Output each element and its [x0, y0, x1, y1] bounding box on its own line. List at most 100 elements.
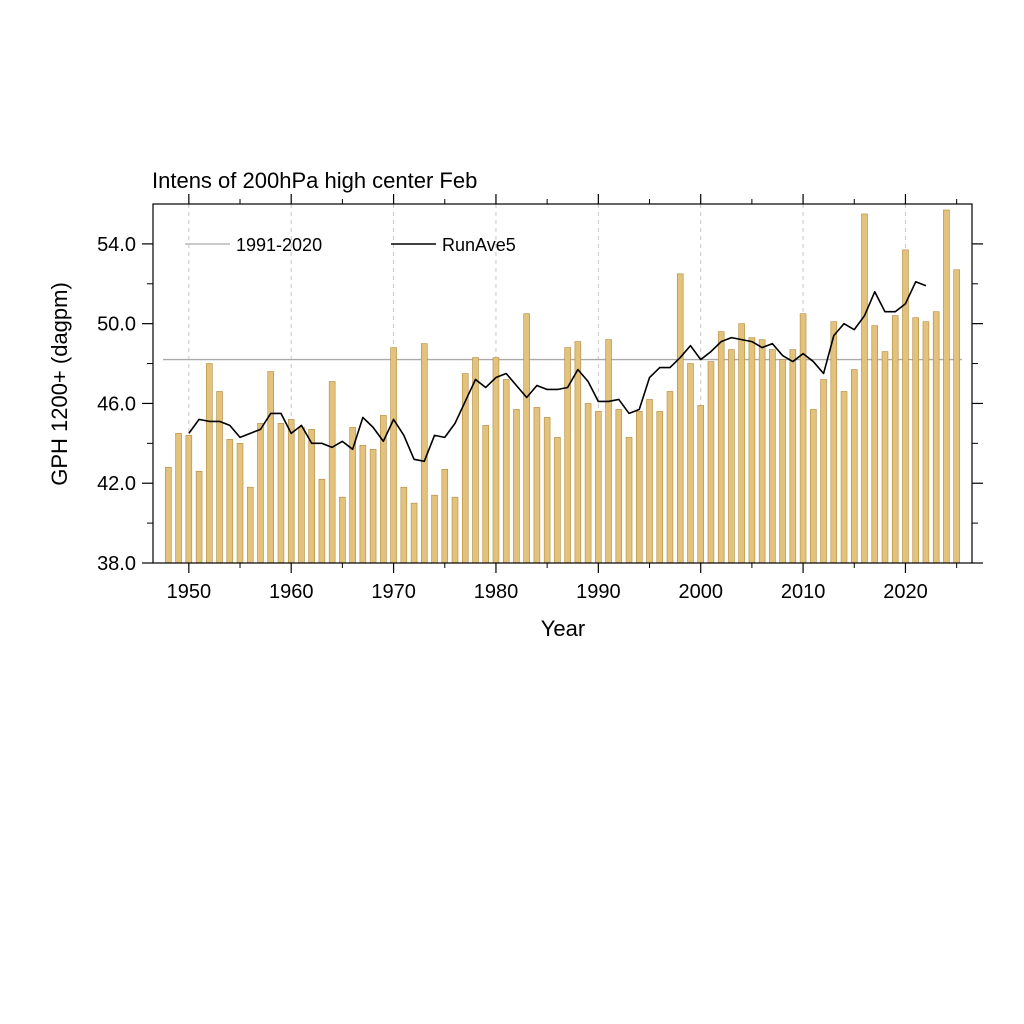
- legend-runave-label: RunAve5: [442, 235, 516, 255]
- bar-2012: [820, 379, 827, 564]
- chart-title: Intens of 200hPa high center Feb: [152, 168, 477, 193]
- x-tick-label-1980: 1980: [474, 581, 519, 603]
- bar-1990: [595, 411, 602, 564]
- bar-2015: [850, 369, 858, 564]
- bar-2003: [728, 349, 735, 564]
- bar-1993: [625, 437, 633, 564]
- bar-2016: [861, 213, 868, 564]
- bar-1971: [400, 486, 408, 564]
- bar-1974: [431, 494, 438, 564]
- bars-layer: [165, 209, 960, 564]
- bar-2002: [717, 331, 725, 564]
- bar-1999: [687, 363, 694, 564]
- bar-2023: [932, 311, 940, 564]
- bar-1950: [185, 435, 193, 564]
- y-tick-label-2: 46.0: [97, 393, 136, 415]
- bar-1964: [328, 381, 336, 564]
- bar-2018: [881, 351, 889, 564]
- bar-1989: [584, 403, 592, 564]
- y-tick-label-4: 54.0: [97, 234, 136, 256]
- bar-1980: [492, 357, 500, 564]
- bar-2011: [810, 409, 817, 564]
- bar-1959: [277, 423, 285, 564]
- bar-1982: [513, 409, 520, 564]
- bar-1952: [206, 363, 213, 564]
- bar-1965: [339, 496, 346, 564]
- y-tick-label-0: 38.0: [97, 553, 136, 575]
- bar-1955: [236, 443, 244, 564]
- bar-1948: [165, 466, 172, 564]
- bar-1991: [605, 339, 612, 564]
- bar-2000: [697, 405, 704, 564]
- bar-1983: [523, 313, 530, 564]
- bar-1994: [636, 411, 643, 564]
- legend-climatology-label: 1991-2020: [236, 235, 322, 255]
- bar-2022: [922, 321, 930, 564]
- bar-1975: [441, 468, 449, 564]
- bar-2021: [912, 317, 919, 564]
- x-axis-title: Year: [541, 616, 585, 641]
- bar-1979: [482, 425, 489, 564]
- y-tick-label-1: 42.0: [97, 473, 136, 495]
- bar-1968: [369, 449, 377, 564]
- bar-1956: [246, 486, 254, 564]
- plot-frame: [152, 203, 973, 564]
- bar-2010: [799, 313, 807, 564]
- bar-1961: [298, 427, 305, 564]
- x-tick-label-1950: 1950: [167, 581, 212, 603]
- bar-2025: [953, 269, 960, 564]
- bar-2006: [758, 339, 766, 564]
- bar-1984: [533, 407, 541, 564]
- x-tick-label-2010: 2010: [781, 581, 826, 603]
- bar-2005: [748, 337, 756, 564]
- bar-1986: [554, 437, 561, 564]
- bar-1970: [390, 347, 397, 564]
- bar-2019: [891, 315, 899, 564]
- bar-2020: [902, 249, 909, 564]
- bar-1963: [318, 478, 326, 564]
- legend: 1991-2020 RunAve5: [185, 235, 516, 255]
- bar-1981: [502, 379, 510, 564]
- bar-1958: [267, 371, 275, 564]
- bar-1988: [574, 341, 582, 564]
- bar-2017: [871, 325, 879, 564]
- y-tick-label-3: 50.0: [97, 314, 136, 336]
- bar-1985: [543, 417, 551, 564]
- running-mean-layer: [188, 280, 927, 463]
- bar-1978: [472, 357, 479, 564]
- bar-1949: [175, 433, 182, 564]
- bar-1973: [421, 343, 428, 564]
- bar-1960: [287, 419, 295, 564]
- bar-1992: [615, 409, 623, 564]
- x-tick-label-2020: 2020: [883, 581, 928, 603]
- x-tick-label-1970: 1970: [371, 581, 416, 603]
- bar-1976: [451, 496, 459, 564]
- bar-2014: [840, 391, 848, 564]
- bar-1967: [359, 445, 367, 564]
- bar-1951: [195, 470, 203, 564]
- bar-2009: [789, 349, 797, 564]
- bar-1962: [308, 429, 315, 564]
- y-axis-title: GPH 1200+ (dagpm): [47, 282, 72, 486]
- bar-1995: [646, 399, 653, 564]
- bar-2024: [943, 209, 950, 564]
- bar-1954: [226, 439, 234, 564]
- x-tick-label-1960: 1960: [269, 581, 314, 603]
- bar-2001: [707, 361, 715, 564]
- x-tick-label-2000: 2000: [678, 581, 723, 603]
- bar-1998: [676, 273, 684, 564]
- bar-2004: [738, 323, 745, 564]
- bar-2013: [830, 321, 838, 564]
- x-tick-label-1990: 1990: [576, 581, 621, 603]
- bar-1953: [216, 391, 223, 564]
- running-mean-line: [188, 280, 927, 463]
- bar-1972: [410, 502, 418, 564]
- bar-2007: [769, 349, 776, 564]
- axes: 1950 1960 1970 1980 1990 2000 2010 2020 38.0 42.0…: [97, 194, 983, 603]
- bar-1987: [564, 347, 571, 564]
- bar-1957: [257, 423, 264, 564]
- bar-1996: [656, 411, 664, 564]
- bar-2008: [779, 359, 786, 564]
- bar-1997: [666, 391, 674, 564]
